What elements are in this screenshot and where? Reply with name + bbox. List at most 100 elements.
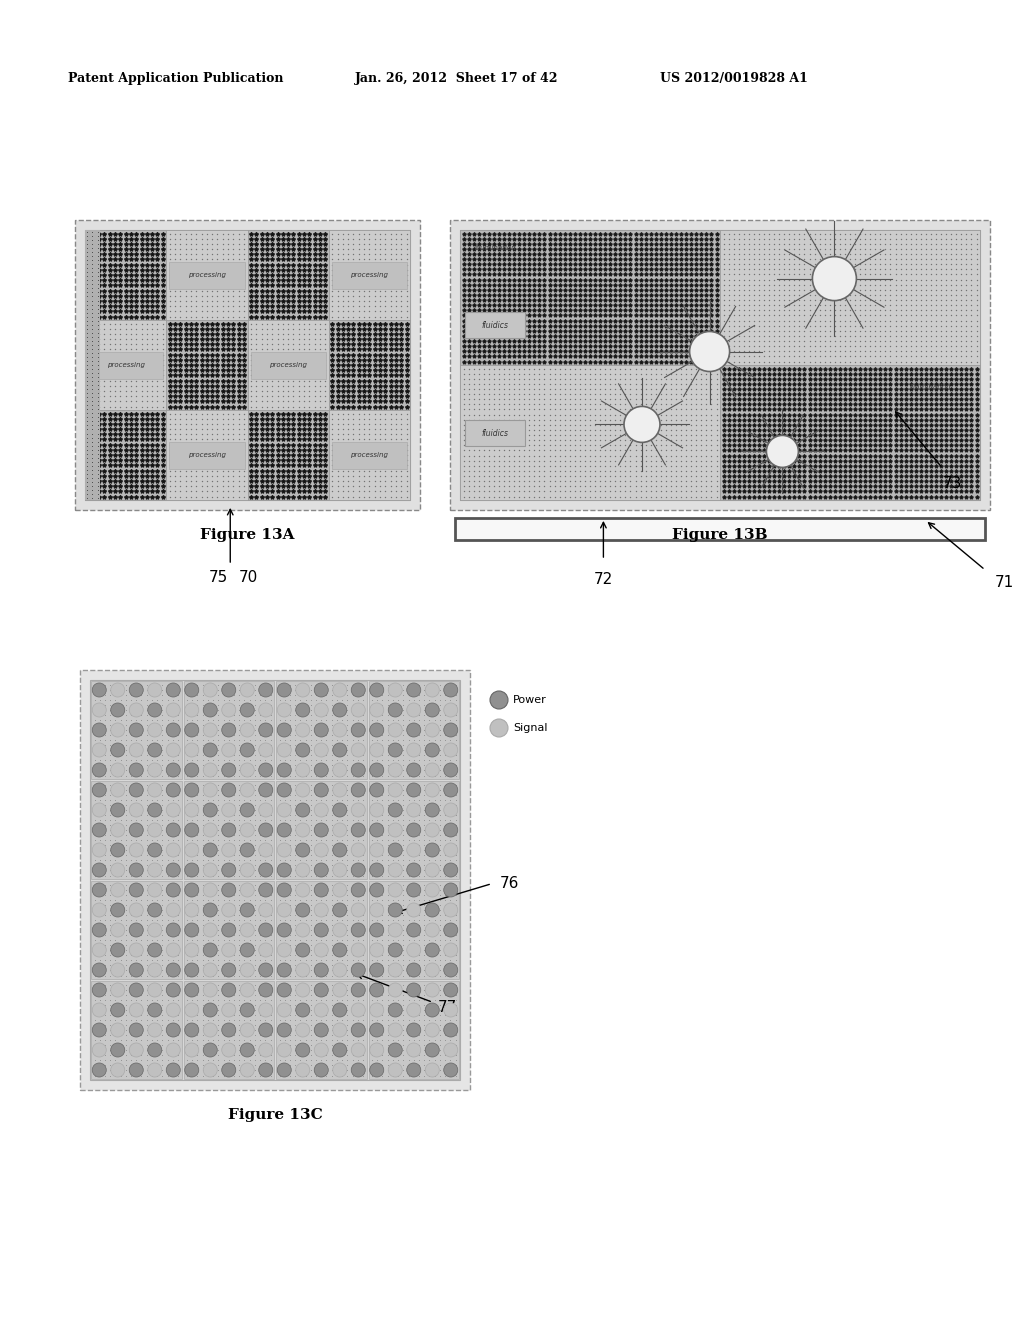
Bar <box>91 981 181 1078</box>
Circle shape <box>147 1003 162 1016</box>
Circle shape <box>147 903 162 917</box>
Circle shape <box>147 843 162 857</box>
Bar <box>183 981 274 1078</box>
Circle shape <box>388 923 402 937</box>
Circle shape <box>351 923 366 937</box>
Circle shape <box>388 1063 402 1077</box>
Circle shape <box>259 942 272 957</box>
Circle shape <box>296 923 310 937</box>
Circle shape <box>259 803 272 817</box>
Circle shape <box>333 964 347 977</box>
Circle shape <box>129 704 143 717</box>
Circle shape <box>425 803 439 817</box>
Circle shape <box>222 843 236 857</box>
Circle shape <box>351 682 366 697</box>
Circle shape <box>222 983 236 997</box>
Circle shape <box>370 923 384 937</box>
Circle shape <box>388 704 402 717</box>
Circle shape <box>166 883 180 898</box>
Circle shape <box>222 1063 236 1077</box>
Circle shape <box>425 1023 439 1038</box>
Circle shape <box>443 783 458 797</box>
Circle shape <box>184 923 199 937</box>
Circle shape <box>241 723 254 737</box>
Circle shape <box>111 763 125 777</box>
Circle shape <box>166 903 180 917</box>
Circle shape <box>443 723 458 737</box>
Bar <box>85 230 166 319</box>
Circle shape <box>351 942 366 957</box>
Circle shape <box>425 682 439 697</box>
Bar <box>369 781 459 879</box>
Circle shape <box>222 803 236 817</box>
Circle shape <box>296 983 310 997</box>
Circle shape <box>370 983 384 997</box>
Bar <box>248 411 329 500</box>
Circle shape <box>370 704 384 717</box>
Circle shape <box>222 704 236 717</box>
Bar <box>329 230 410 319</box>
Circle shape <box>425 763 439 777</box>
Circle shape <box>241 983 254 997</box>
Circle shape <box>111 923 125 937</box>
Circle shape <box>425 1003 439 1016</box>
Text: 72: 72 <box>594 572 613 587</box>
Circle shape <box>407 883 421 898</box>
Circle shape <box>407 803 421 817</box>
Circle shape <box>166 843 180 857</box>
Text: 70: 70 <box>239 570 258 585</box>
Circle shape <box>129 743 143 758</box>
Circle shape <box>370 883 384 898</box>
Circle shape <box>443 763 458 777</box>
Circle shape <box>333 682 347 697</box>
Circle shape <box>388 803 402 817</box>
Circle shape <box>351 883 366 898</box>
Circle shape <box>147 682 162 697</box>
Bar <box>183 681 274 779</box>
Circle shape <box>203 942 217 957</box>
Bar <box>183 880 274 979</box>
Circle shape <box>351 743 366 758</box>
Text: 75: 75 <box>209 570 228 585</box>
Circle shape <box>92 1063 106 1077</box>
Circle shape <box>296 863 310 876</box>
Bar <box>75 220 420 510</box>
Circle shape <box>443 903 458 917</box>
Circle shape <box>388 783 402 797</box>
Circle shape <box>222 903 236 917</box>
Circle shape <box>425 723 439 737</box>
Circle shape <box>351 983 366 997</box>
Bar <box>369 681 459 779</box>
Circle shape <box>351 1063 366 1077</box>
Bar <box>166 230 248 319</box>
Circle shape <box>333 743 347 758</box>
Text: 73: 73 <box>943 477 963 491</box>
Circle shape <box>92 682 106 697</box>
Circle shape <box>184 783 199 797</box>
Circle shape <box>92 883 106 898</box>
Bar <box>91 681 181 779</box>
Circle shape <box>278 964 291 977</box>
Circle shape <box>147 723 162 737</box>
Circle shape <box>407 1003 421 1016</box>
Bar <box>276 880 367 979</box>
Circle shape <box>92 803 106 817</box>
Bar <box>329 319 410 411</box>
Circle shape <box>278 1003 291 1016</box>
Circle shape <box>92 843 106 857</box>
Text: Figure 13B: Figure 13B <box>672 528 768 543</box>
Bar <box>460 230 720 366</box>
Circle shape <box>166 1003 180 1016</box>
Circle shape <box>184 1023 199 1038</box>
Circle shape <box>147 942 162 957</box>
Circle shape <box>314 763 329 777</box>
Circle shape <box>314 1023 329 1038</box>
Circle shape <box>443 682 458 697</box>
Circle shape <box>812 256 856 301</box>
Bar <box>276 781 367 879</box>
Circle shape <box>92 1043 106 1057</box>
Circle shape <box>111 682 125 697</box>
Circle shape <box>278 863 291 876</box>
Circle shape <box>407 682 421 697</box>
Circle shape <box>314 822 329 837</box>
